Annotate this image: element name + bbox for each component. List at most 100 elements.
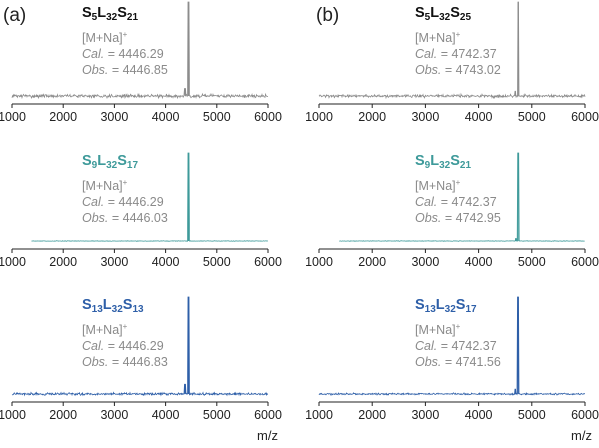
ion-text: [M+Na] [415, 31, 456, 45]
spectrum-trace-a-3 [11, 296, 269, 397]
x-tick-label-b-3-1000: 1000 [305, 408, 333, 422]
annotation-a-1: S5L32S21 [M+Na]+ Cal. = 4446.29 Obs. = 4446… [82, 4, 168, 78]
observed-mass-value: = 4446.03 [108, 211, 168, 225]
x-tick-label-a-2-5000: 5000 [203, 255, 231, 269]
spectrum-a-1: 1000 2000 3000 4000 5000 6000 [0, 1, 282, 124]
formula-symbol: S [455, 297, 466, 313]
x-tick-label-a-3-5000: 5000 [203, 408, 231, 422]
ion-text: [M+Na] [82, 179, 123, 193]
spectrum-trace-a-1 [11, 1, 269, 100]
spectrum-trace-b-3 [318, 296, 586, 397]
observed-mass-label: Obs. [415, 355, 442, 369]
annotation-a-3: S13L32S13 [M+Na]+ Cal. = 4446.29 Obs. = 444… [82, 296, 168, 370]
x-axis-label-a: m/z [257, 428, 278, 443]
calculated-mass-value: = 4742.37 [437, 195, 497, 209]
x-tick-label-b-1-4000: 4000 [465, 110, 493, 124]
ion-label: [M+Na]+ [82, 175, 168, 194]
ion-label: [M+Na]+ [82, 319, 168, 338]
formula-subscript: 5 [424, 12, 431, 23]
sample-formula: S5L32S25 [415, 4, 501, 27]
x-tick-label-b-1-5000: 5000 [518, 110, 546, 124]
ion-charge: + [122, 178, 128, 187]
x-tick-label-a-1-5000: 5000 [203, 110, 231, 124]
calculated-mass-value: = 4446.29 [104, 339, 164, 353]
x-tick-label-b-3-6000: 6000 [571, 408, 599, 422]
formula-subscript: 32 [106, 12, 118, 23]
ion-label: [M+Na]+ [415, 175, 501, 194]
sample-formula: S13L32S17 [415, 296, 501, 319]
spectrum-trace-a-2 [31, 152, 269, 242]
ion-label: [M+Na]+ [415, 319, 501, 338]
x-tick-label-b-3-5000: 5000 [518, 408, 546, 422]
formula-subscript: 13 [424, 304, 436, 315]
x-tick-label-b-2-6000: 6000 [571, 255, 599, 269]
calculated-mass-value: = 4742.37 [437, 47, 497, 61]
calculated-mass-label: Cal. [82, 195, 105, 209]
x-tick-label-a-2-2000: 2000 [49, 255, 77, 269]
formula-subscript: 13 [132, 304, 144, 315]
spectrum-a-3: 1000 2000 3000 4000 5000 6000 [0, 296, 282, 422]
calculated-mass: Cal. = 4446.29 [82, 194, 168, 210]
x-tick-label-a-2-6000: 6000 [254, 255, 282, 269]
x-tick-label-b-1-6000: 6000 [571, 110, 599, 124]
formula-symbol: S [415, 297, 425, 313]
calculated-mass: Cal. = 4742.37 [415, 194, 501, 210]
observed-mass-value: = 4446.85 [108, 63, 168, 77]
formula-symbol: L [102, 297, 112, 313]
formula-subscript: 32 [444, 304, 456, 315]
observed-mass: Obs. = 4743.02 [415, 62, 501, 78]
observed-mass-label: Obs. [82, 63, 109, 77]
spectrum-b-3: 1000 2000 3000 4000 5000 6000 [305, 296, 599, 422]
formula-subscript: 21 [459, 160, 472, 171]
panel-label-a: (a) [3, 5, 27, 26]
ion-text: [M+Na] [415, 179, 456, 193]
x-tick-label-b-2-5000: 5000 [518, 255, 546, 269]
x-tick-label-a-1-3000: 3000 [100, 110, 128, 124]
calculated-mass-label: Cal. [415, 47, 438, 61]
formula-symbol: L [97, 153, 107, 169]
x-tick-label-a-3-4000: 4000 [152, 408, 180, 422]
observed-mass: Obs. = 4741.56 [415, 354, 501, 370]
sample-formula: S13L32S13 [82, 296, 168, 319]
ion-label: [M+Na]+ [415, 27, 501, 46]
formula-symbol: S [82, 153, 92, 169]
x-tick-label-a-2-4000: 4000 [152, 255, 180, 269]
ion-text: [M+Na] [415, 323, 456, 337]
formula-symbol: S [450, 5, 460, 21]
formula-subscript: 13 [91, 304, 103, 315]
observed-mass-label: Obs. [82, 211, 109, 225]
x-axis-label-b: m/z [571, 428, 592, 443]
x-tick-label-b-3-4000: 4000 [465, 408, 493, 422]
calculated-mass-value: = 4742.37 [437, 339, 497, 353]
formula-subscript: 32 [439, 160, 451, 171]
ion-charge: + [455, 178, 461, 187]
formula-symbol: S [117, 153, 127, 169]
calculated-mass-label: Cal. [415, 195, 438, 209]
sample-formula: S5L32S21 [82, 4, 168, 27]
formula-symbol: S [450, 153, 460, 169]
x-tick-label-a-3-1000: 1000 [0, 408, 26, 422]
formula-symbol: S [415, 5, 425, 21]
formula-subscript: 17 [126, 160, 139, 171]
calculated-mass-value: = 4446.29 [104, 47, 164, 61]
ion-text: [M+Na] [82, 31, 123, 45]
x-tick-label-b-1-3000: 3000 [411, 110, 439, 124]
formula-subscript: 9 [424, 160, 431, 171]
ion-text: [M+Na] [82, 323, 123, 337]
ion-charge: + [455, 30, 461, 39]
observed-mass-label: Obs. [415, 63, 442, 77]
calculated-mass: Cal. = 4446.29 [82, 46, 168, 62]
formula-symbol: S [82, 297, 92, 313]
x-tick-label-b-1-2000: 2000 [358, 110, 386, 124]
observed-mass-label: Obs. [82, 355, 109, 369]
formula-subscript: 32 [106, 160, 118, 171]
calculated-mass-label: Cal. [82, 339, 105, 353]
calculated-mass: Cal. = 4742.37 [415, 46, 501, 62]
formula-symbol: S [415, 153, 425, 169]
spectrum-b-1: 1000 2000 3000 4000 5000 6000 [305, 1, 599, 124]
formula-subscript: 32 [439, 12, 451, 23]
x-tick-label-b-2-2000: 2000 [358, 255, 386, 269]
formula-symbol: S [117, 5, 127, 21]
calculated-mass-label: Cal. [415, 339, 438, 353]
observed-mass: Obs. = 4446.85 [82, 62, 168, 78]
